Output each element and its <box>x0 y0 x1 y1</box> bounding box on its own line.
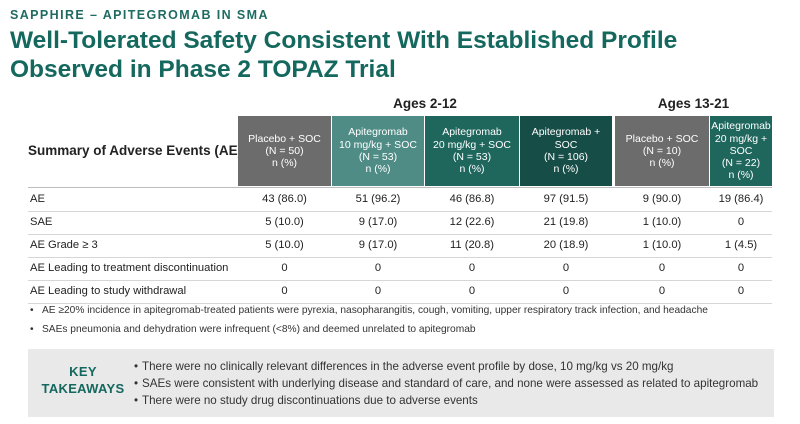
table-cell: 0 <box>562 285 570 297</box>
takeaway-item: There were no study drug discontinuation… <box>134 392 758 409</box>
col-header-line: n (%) <box>649 157 675 170</box>
row-label: AE Leading to treatment discontinuation <box>30 262 229 274</box>
table-cell: 9 (17.0) <box>358 216 398 228</box>
key-takeaways-box: KEY TAKEAWAYS There were no clinically r… <box>28 349 774 417</box>
col-header-line: Apitegromab + <box>531 126 601 139</box>
page-title: Well-Tolerated Safety Consistent With Es… <box>10 26 790 84</box>
table-cell: 1 (10.0) <box>642 216 682 228</box>
table-cell: 0 <box>737 262 745 274</box>
col-header-line: Placebo + SOC <box>625 132 699 145</box>
col-header-placebo-2-12: Placebo + SOC (N = 50) n (%) <box>238 116 331 186</box>
eyebrow: SAPPHIRE – APITEGROMAB IN SMA <box>10 8 269 22</box>
table-cell: 19 (86.4) <box>718 193 764 205</box>
col-header-line: (N = 22) <box>721 157 761 170</box>
row-label: AE <box>30 193 45 205</box>
table-cell: 51 (96.2) <box>355 193 401 205</box>
table-cell: 0 <box>468 262 476 274</box>
col-header-apitegromab-pooled: Apitegromab + SOC (N = 106) n (%) <box>520 116 612 186</box>
table-cell: 0 <box>374 262 382 274</box>
table-cell: 0 <box>737 216 745 228</box>
table-cell: 9 (90.0) <box>642 193 682 205</box>
col-header-line: 20 mg/kg + SOC <box>433 138 511 151</box>
table-cell: 0 <box>658 285 666 297</box>
group-ages-2-12: Ages 2-12 <box>393 96 457 111</box>
col-header-line: n (%) <box>459 163 485 176</box>
col-header-line: (N = 50) <box>265 144 304 157</box>
table-top-rule <box>28 187 772 188</box>
table-cell: 0 <box>562 262 570 274</box>
col-header-apitegromab-20-older: Apitegromab 20 mg/kg + SOC (N = 22) n (%… <box>710 116 772 186</box>
col-header-line: Apitegromab <box>442 126 502 139</box>
col-header-line: 10 mg/kg + SOC <box>339 138 417 151</box>
table-cell: 5 (10.0) <box>265 239 304 251</box>
col-header-line: (N = 106) <box>543 151 589 163</box>
col-header-line: SOC <box>554 138 578 151</box>
table-cell: 21 (19.8) <box>543 216 589 228</box>
key-takeaways-label: KEY TAKEAWAYS <box>28 363 138 397</box>
table-cell: 0 <box>468 285 476 297</box>
col-header-line: Placebo + SOC <box>248 132 321 145</box>
col-header-apitegromab-20: Apitegromab 20 mg/kg + SOC (N = 53) n (%… <box>425 116 519 186</box>
col-header-line: n (%) <box>728 169 754 182</box>
table-cell: 97 (91.5) <box>543 193 589 205</box>
key-takeaways-label-line: KEY <box>69 364 97 379</box>
table-cell: 0 <box>737 285 745 297</box>
group-ages-13-21: Ages 13-21 <box>657 96 730 111</box>
footnotes: AE ≥20% incidence in apitegromab-treated… <box>30 302 708 339</box>
table-cell: 0 <box>658 262 666 274</box>
table-cell: 0 <box>281 285 288 297</box>
table-row: AE 43 (86.0) 51 (96.2) 46 (86.8) 97 (91.… <box>28 188 772 212</box>
row-label: AE Grade ≥ 3 <box>30 239 98 251</box>
table-row: SAE 5 (10.0) 9 (17.0) 12 (22.6) 21 (19.8… <box>28 211 772 235</box>
col-header-line: (N = 10) <box>642 144 682 157</box>
table-cell: 1 (10.0) <box>642 239 682 251</box>
col-header-line: Apitegromab <box>711 120 771 133</box>
col-header-line: SOC <box>729 144 753 157</box>
footnote: SAEs pneumonia and dehydration were infr… <box>30 321 708 340</box>
col-header-line: (N = 53) <box>452 151 492 163</box>
table-cell: 9 (17.0) <box>358 239 398 251</box>
table-cell: 11 (20.8) <box>450 239 494 251</box>
col-header-line: n (%) <box>365 163 391 176</box>
col-header-apitegromab-10: Apitegromab 10 mg/kg + SOC (N = 53) n (%… <box>332 116 424 186</box>
key-takeaways-list: There were no clinically relevant differ… <box>134 358 758 410</box>
table-cell: 43 (86.0) <box>262 193 307 205</box>
table-cell: 20 (18.9) <box>543 239 589 251</box>
takeaway-item: SAEs were consistent with underlying dis… <box>134 375 758 392</box>
table-row: AE Leading to treatment discontinuation … <box>28 257 772 281</box>
table-row: AE Grade ≥ 3 5 (10.0) 9 (17.0) 11 (20.8)… <box>28 234 772 258</box>
takeaway-item: There were no clinically relevant differ… <box>134 358 758 375</box>
table-cell: 5 (10.0) <box>265 216 304 228</box>
table-cell: 0 <box>281 262 288 274</box>
row-label: SAE <box>30 216 53 228</box>
table-cell: 12 (22.6) <box>449 216 495 228</box>
table-cell: 46 (86.8) <box>449 193 495 205</box>
summary-label: Summary of Adverse Events (AE) <box>28 143 243 158</box>
col-header-placebo-13-21: Placebo + SOC (N = 10) n (%) <box>615 116 709 186</box>
title-line-1: Well-Tolerated Safety Consistent With Es… <box>10 27 678 54</box>
col-header-line: Apitegromab <box>348 126 408 139</box>
col-header-line: 20 mg/kg + <box>714 132 768 145</box>
row-label: AE Leading to study withdrawal <box>30 285 187 297</box>
key-takeaways-label-line: TAKEAWAYS <box>41 381 125 396</box>
table-cell: 1 (4.5) <box>724 239 758 251</box>
col-header-line: n (%) <box>271 157 298 170</box>
table-row: AE Leading to study withdrawal 0 0 0 0 0… <box>28 280 772 304</box>
table-cell: 0 <box>374 285 382 297</box>
footnote: AE ≥20% incidence in apitegromab-treated… <box>30 302 708 321</box>
col-header-line: n (%) <box>553 163 579 176</box>
title-line-2: Observed in Phase 2 TOPAZ Trial <box>10 56 396 83</box>
col-header-line: (N = 53) <box>358 151 398 163</box>
